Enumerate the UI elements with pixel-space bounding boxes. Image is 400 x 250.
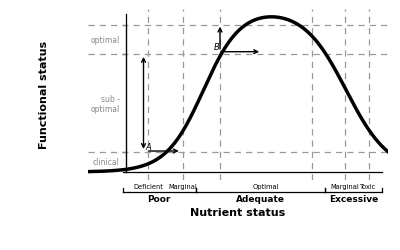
- Text: A: A: [145, 142, 151, 152]
- Text: Marginal: Marginal: [168, 183, 197, 189]
- Text: optimal: optimal: [90, 36, 120, 44]
- Text: Poor: Poor: [148, 195, 171, 204]
- Text: Excessive: Excessive: [329, 195, 378, 204]
- Text: Toxic: Toxic: [360, 183, 377, 189]
- Text: Adequate: Adequate: [236, 195, 285, 204]
- X-axis label: Nutrient status: Nutrient status: [190, 208, 286, 218]
- Text: Marginal: Marginal: [330, 183, 359, 189]
- Y-axis label: Functional status: Functional status: [39, 41, 49, 149]
- Text: Deficient: Deficient: [133, 183, 163, 189]
- Text: sub -
optimal: sub - optimal: [90, 94, 120, 114]
- Text: Optimal: Optimal: [252, 183, 279, 189]
- Text: clinical: clinical: [93, 158, 120, 167]
- Text: B: B: [214, 43, 220, 52]
